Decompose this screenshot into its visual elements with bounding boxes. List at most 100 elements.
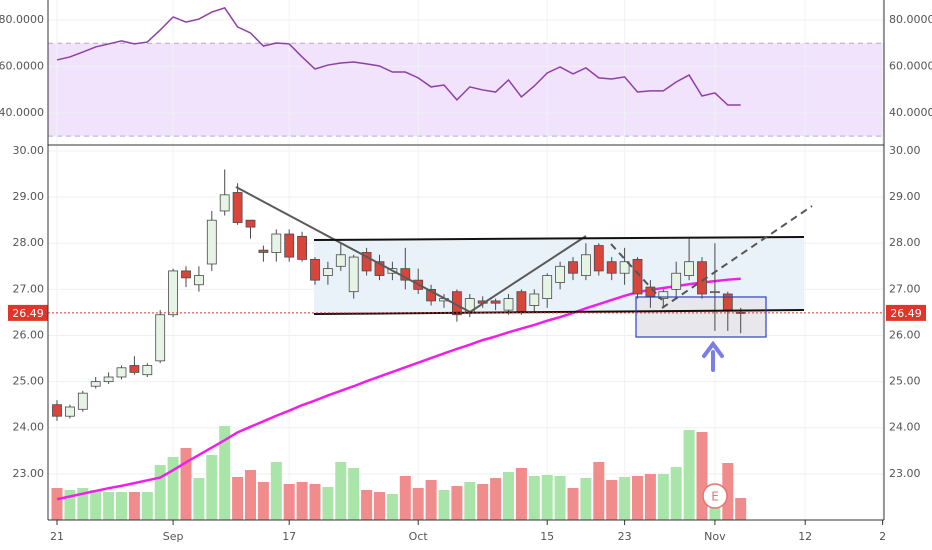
channel-bottom: [313, 309, 805, 315]
y-tick-label: 60.0000: [0, 59, 44, 72]
volume-bar: [477, 484, 489, 520]
trend-line: [235, 186, 471, 313]
candle-body: [374, 261, 385, 276]
moving-average: [56, 277, 741, 501]
y-tick-label: 23.00: [889, 467, 921, 480]
candle-body: [181, 270, 191, 279]
volume-bar: [257, 482, 269, 520]
volume-bar: [554, 476, 566, 520]
candle-body: [619, 261, 630, 274]
x-tick-label: 15: [540, 530, 554, 543]
y-tick-label: 80.0000: [0, 13, 44, 26]
volume-bar: [116, 492, 127, 520]
volume-bar: [606, 480, 618, 520]
x-tick-label: 17: [282, 530, 296, 543]
volume-bar: [386, 494, 398, 520]
candle-body: [361, 252, 372, 272]
last-price-label: 26.49: [12, 307, 44, 320]
volume-bar: [361, 490, 373, 520]
volume-bar: [245, 470, 256, 520]
candle-body: [710, 291, 720, 294]
y-tick-label: 26.00: [13, 328, 45, 341]
volume-bar: [670, 467, 682, 520]
candle-body: [193, 275, 204, 286]
drawings: [235, 186, 813, 372]
volume-bar: [232, 477, 244, 520]
x-tick-label: Nov: [704, 530, 726, 543]
y-tick-label: 23.00: [13, 467, 45, 480]
y-tick-label: 60.0000: [889, 59, 932, 72]
volume-bar: [528, 476, 540, 520]
volume-bar: [270, 462, 282, 520]
candle-body: [632, 258, 643, 295]
candle-body: [142, 365, 153, 376]
candle-body: [606, 261, 617, 274]
y-tick-label: 29.00: [13, 190, 45, 203]
candle-body: [684, 261, 694, 276]
volume-bar: [503, 472, 514, 520]
volume-bar: [141, 492, 153, 520]
zone-box: [635, 296, 767, 338]
volume-bar: [167, 457, 179, 520]
y-tick-label: 80.0000: [889, 13, 932, 26]
volume-bar: [567, 488, 579, 520]
volume-bar: [90, 490, 102, 520]
candle-body: [219, 194, 230, 212]
candle-body: [658, 291, 669, 299]
x-tick-label: 21: [50, 530, 64, 543]
candle-body: [155, 314, 166, 362]
y-tick-label: 24.00: [889, 421, 921, 434]
y-tick-label: 30.00: [13, 144, 45, 157]
x-tick-label: Oct: [409, 530, 429, 543]
last-price-box: [886, 304, 926, 321]
volume-bar: [51, 488, 63, 520]
volume-bar: [193, 478, 205, 520]
volume-bar: [335, 462, 347, 520]
y-tick-label: 28.00: [13, 236, 45, 249]
volume-bar: [619, 477, 631, 520]
volume-bar: [283, 484, 295, 520]
volume-bar: [154, 465, 166, 520]
candle-body: [245, 219, 256, 228]
candle-body: [77, 392, 88, 410]
candle-body: [297, 235, 308, 260]
y-tick-label: 30.00: [889, 144, 921, 157]
volume-bar: [219, 426, 231, 520]
volume-bar: [541, 475, 553, 520]
candle-body: [335, 254, 346, 267]
y-tick-label: 25.00: [13, 375, 45, 388]
candle-body: [168, 270, 179, 316]
candle-body: [529, 293, 540, 306]
candle-body: [593, 245, 604, 272]
candle-body: [568, 261, 578, 274]
candle-body: [671, 272, 682, 290]
x-tick-label: 12: [798, 530, 812, 543]
candle-body: [322, 268, 333, 276]
volume-bar: [412, 488, 424, 520]
y-tick-label: 40.0000: [889, 106, 932, 119]
trend-line: [469, 235, 587, 313]
zone-fill: [636, 297, 766, 337]
candle-body: [65, 406, 75, 417]
volume-bar: [206, 455, 218, 520]
earnings-marker: [702, 483, 728, 509]
candle-body: [232, 192, 243, 223]
earnings-label: E: [711, 490, 719, 504]
y-tick-label: 27.00: [889, 282, 921, 295]
last-price-label: 26.49: [890, 307, 922, 320]
candle-body: [206, 219, 217, 265]
candle-body: [348, 256, 359, 293]
candle-body: [490, 300, 501, 304]
candle-body: [116, 367, 127, 378]
volume-bar: [490, 478, 502, 520]
candle-body: [516, 291, 527, 313]
candle-body: [542, 275, 553, 299]
candle-body: [555, 265, 565, 283]
x-tick-label: 23: [618, 530, 632, 543]
arrow: [702, 340, 724, 372]
volume-bar: [103, 492, 115, 520]
y-tick-label: 27.00: [13, 282, 45, 295]
volume-bar: [464, 482, 476, 520]
y-tick-label: 26.00: [889, 328, 921, 341]
volume-bar: [451, 486, 463, 520]
